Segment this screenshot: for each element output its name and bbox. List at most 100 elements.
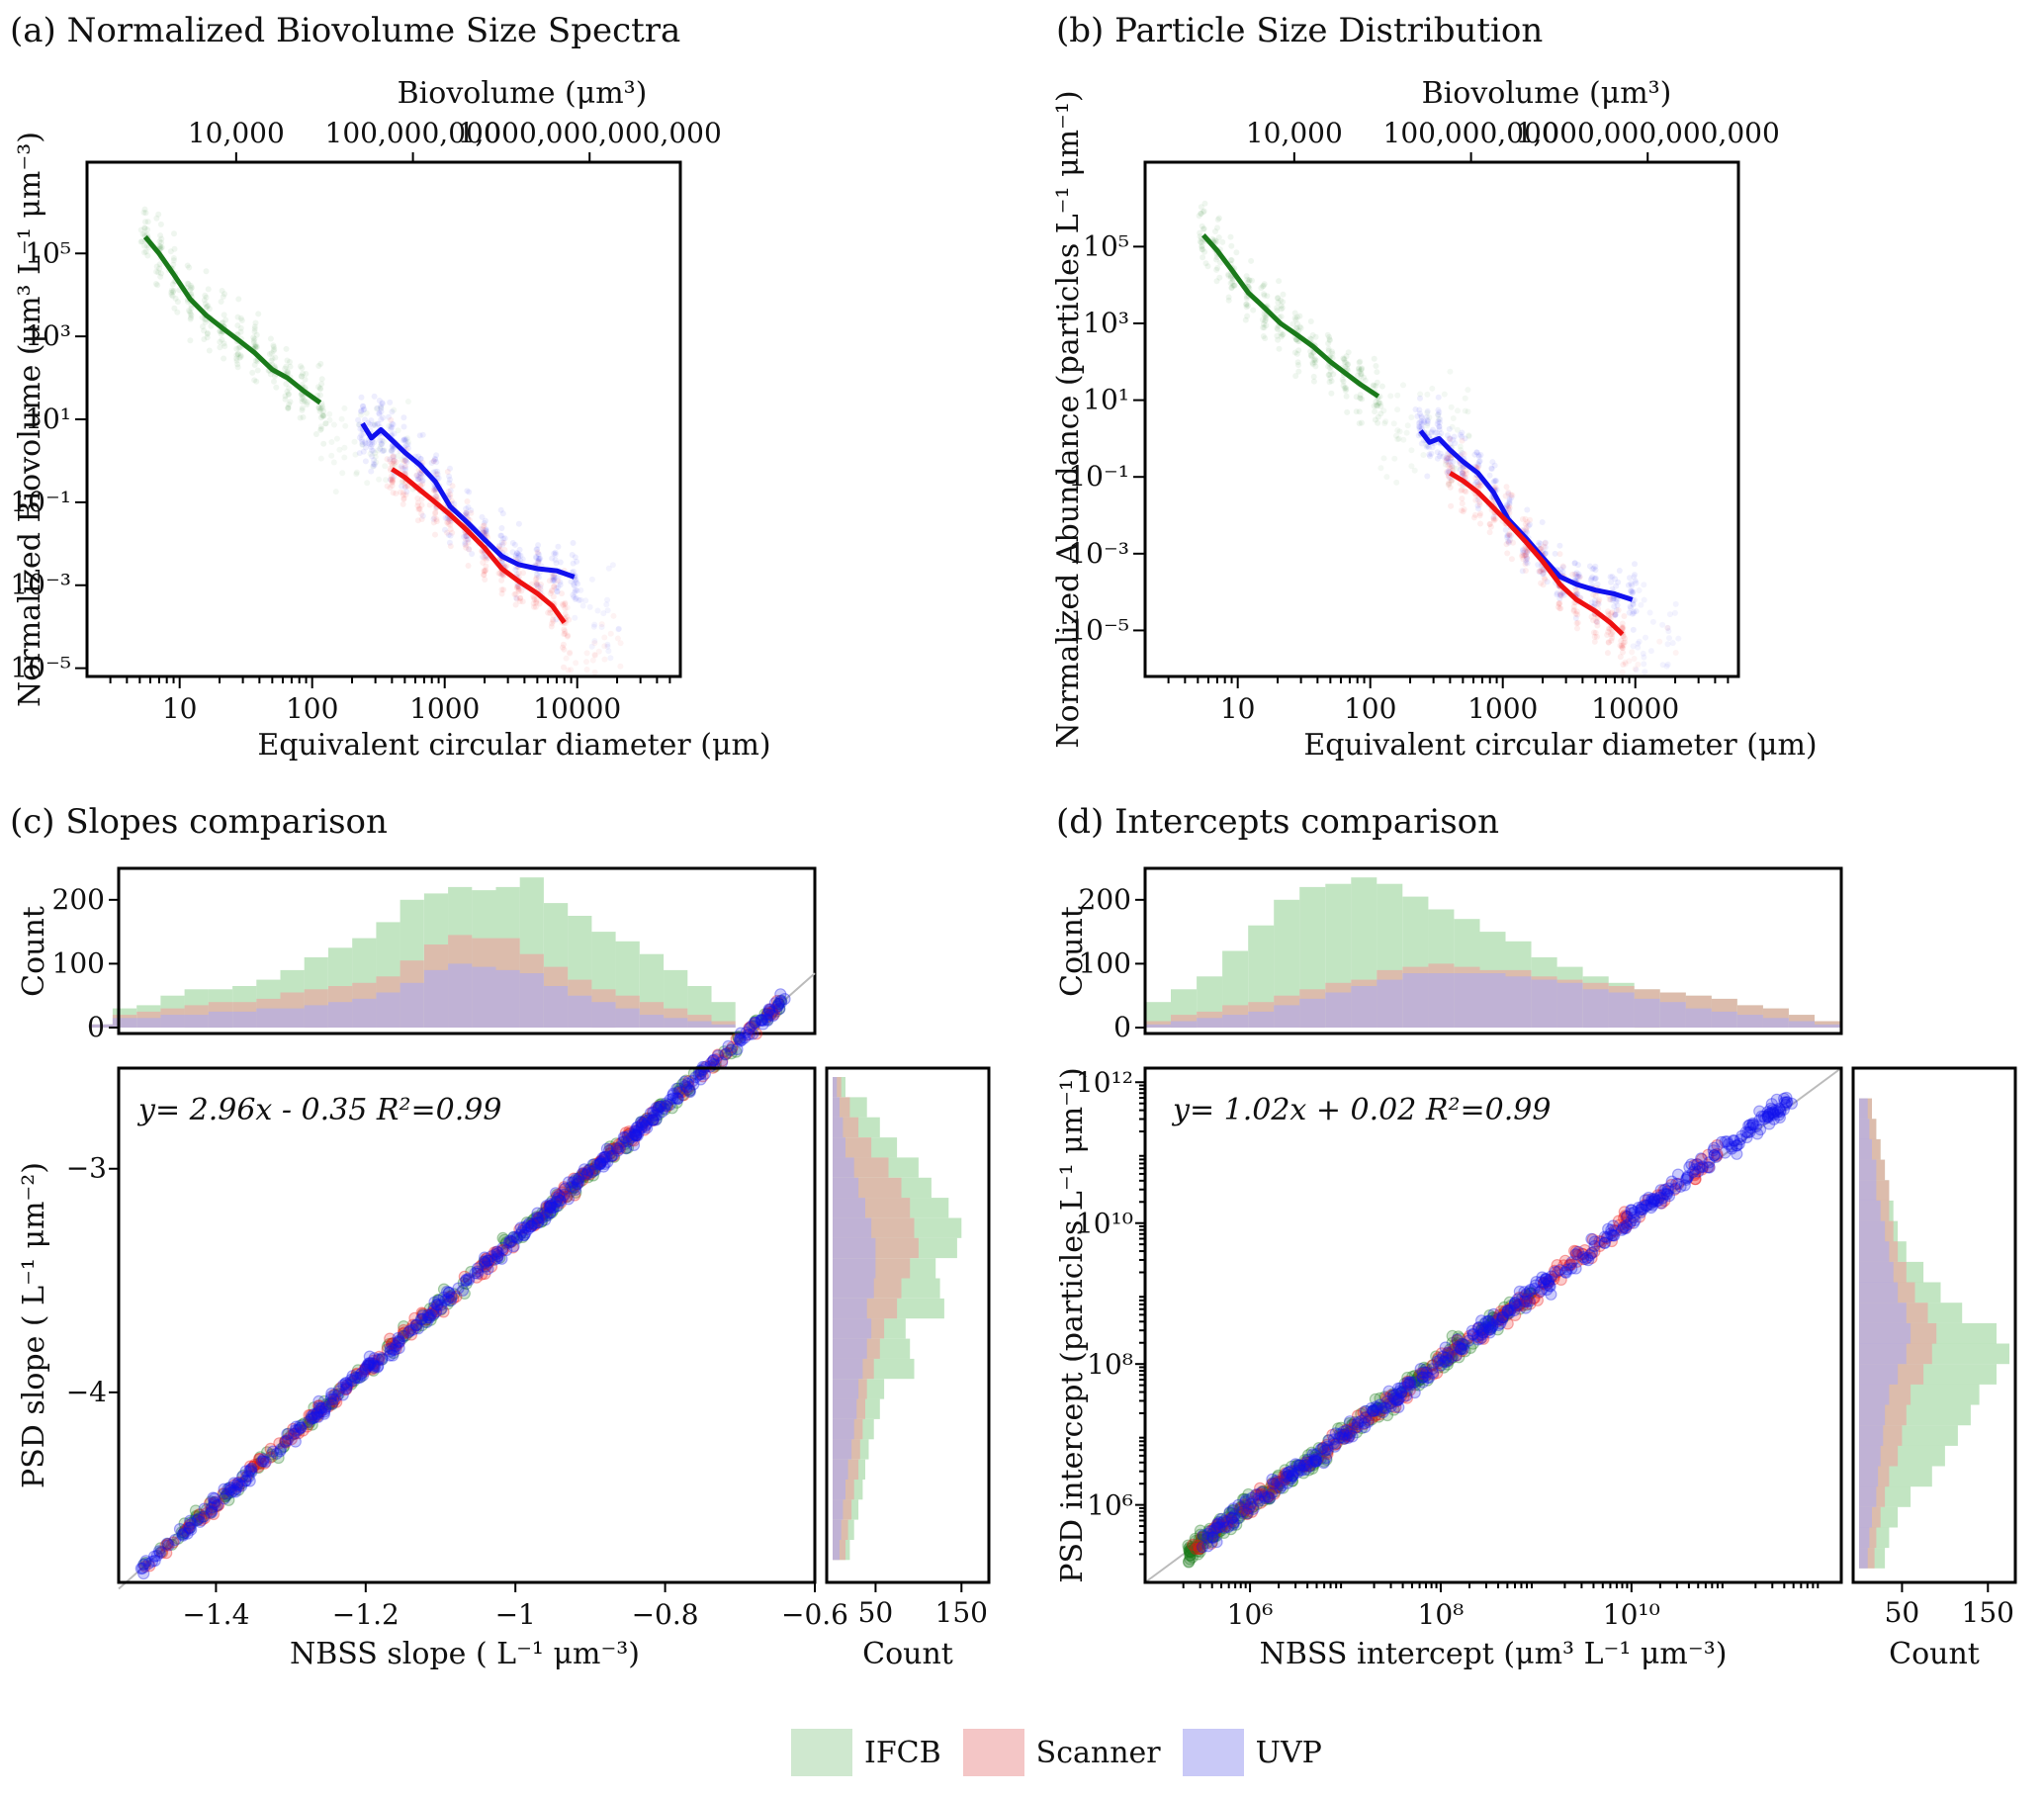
panel-b-top-tick-label-0: 10,000 (1246, 117, 1343, 149)
panel-d-right-hist-uvp-bar (1859, 1343, 1907, 1365)
panel-c-top-hist-ylabel: Count (17, 906, 51, 997)
panel-d-right-hist-uvp-bar (1859, 1445, 1881, 1467)
panel-c-top-hist-scanner-bar (711, 1021, 736, 1028)
panel-c-equation: y= 2.96x - 0.35 R²=0.99 (136, 1093, 501, 1127)
panel-d-right-hist-frame (1851, 1066, 2017, 1584)
legend-swatch-ifcb (791, 1729, 852, 1776)
panel-b-ytick-label-3: 10³ (1083, 307, 1129, 339)
panel-c-right-hist-uvp-bar (833, 1137, 845, 1158)
panel-c-right-hist-uvp-bar (833, 1358, 863, 1380)
panel-c-top-hist-ytick-label-0: 0 (87, 1011, 105, 1043)
panel-c-ytick-label-1: −3 (66, 1152, 107, 1185)
panel-c-top-hist-uvp-bar (639, 1015, 665, 1028)
panel-c-top-hist-uvp-bar (519, 973, 544, 1028)
panel-d-top-hist-uvp-bar (1454, 973, 1480, 1028)
panel-a-xlabel: Equivalent circular diameter (μm) (257, 728, 770, 763)
panel-d-top-hist-uvp-bar (1505, 976, 1532, 1028)
panel-a-xtick-label-100: 100 (286, 692, 338, 725)
panel-a-uvp-points (355, 393, 622, 662)
panel-d-top-hist-uvp-bar (1171, 1021, 1197, 1028)
panel-d-ytick-label-8: 10⁸ (1087, 1348, 1133, 1381)
panel-d-right-hist-uvp-bar (1859, 1282, 1899, 1304)
panel-a-xtick-label-10: 10 (162, 692, 198, 725)
panel-d-right-hist-uvp-bar (1859, 1220, 1886, 1242)
panel-c-right-hist-uvp-bars (833, 1077, 876, 1561)
panel-d-right-hist-xtick-label-150: 150 (1962, 1596, 2014, 1629)
legend: IFCB Scanner UVP (791, 1729, 1322, 1776)
panel-b-scanner-mean-line (1449, 471, 1625, 637)
panel-a-uvp-mean-line (360, 421, 576, 580)
panel-c-right-hist-uvp-bar (833, 1480, 845, 1500)
panel-c-top-hist-uvp-bar (472, 966, 496, 1028)
panel-a-frame (85, 160, 682, 678)
panel-d-right-hist-xlabel: Count (1889, 1637, 1980, 1671)
panel-c-ytick-label-0: −4 (66, 1376, 107, 1408)
panel-d-top-hist-uvp-bar (1556, 982, 1583, 1028)
panel-c-right-hist-uvp-bar (833, 1379, 859, 1399)
panel-d-top-hist-ytick-label-200: 200 (1079, 883, 1131, 916)
legend-item-uvp: UVP (1182, 1729, 1322, 1776)
panel-c-top-hist-uvp-bar (664, 1018, 688, 1028)
panel-d-right-hist-uvp-bar (1859, 1098, 1868, 1120)
panel-c-right-hist-uvp-bar (833, 1117, 844, 1137)
panel-d-title: (d) Intercepts comparison (1056, 802, 1499, 842)
panel-d-right-hist-uvp-bar (1859, 1425, 1884, 1446)
panel-c-right-hist-uvp-bar (833, 1157, 854, 1178)
legend-item-scanner: Scanner (962, 1729, 1161, 1776)
panel-d-top-hist-uvp-bar (1299, 998, 1326, 1028)
panel-c-top-hist-uvp-bar (136, 1018, 161, 1028)
panel-d-right-hist-uvp-bar (1859, 1466, 1879, 1487)
panel-d-top-hist-scanner-bar (1145, 1021, 1171, 1028)
panel-c-top-hist-uvp-bar (568, 995, 592, 1028)
panel-d-right-hist-uvp-bar (1859, 1159, 1877, 1181)
panel-c-right-hist-uvp-bar (833, 1459, 848, 1480)
panel-a-ytick-label-1: 10¹ (25, 403, 71, 435)
panel-d-right-hist-uvp-bar (1859, 1364, 1899, 1385)
panel-c-right-hist-uvp-bar (833, 1318, 872, 1339)
panel-a-xtick-label-1000: 1000 (409, 692, 480, 725)
panel-d-top-hist-uvp-bar (1222, 1015, 1249, 1028)
panel-d-right-hist-uvp-bar (1859, 1261, 1894, 1283)
panel-d-top-hist-uvp-bar (1377, 979, 1403, 1028)
panel-c-right-hist-uvp-bar (833, 1097, 840, 1118)
panel-c-right-hist-scanner-bar (833, 1077, 842, 1098)
panel-c-top-hist-uvp-bar (208, 1011, 232, 1028)
panel-d-right-hist-uvp-bars (1859, 1098, 1911, 1569)
panel-c-top-hist-uvp-bar (184, 1015, 209, 1028)
panel-d-right-hist-uvp-bar (1859, 1200, 1881, 1221)
panel-d-top-hist-uvp-bar (1531, 979, 1557, 1028)
panel-c-right-hist-uvp-bar (833, 1278, 874, 1299)
panel-c-top-hist-uvp-bar (495, 969, 520, 1028)
panel-c-top-hist-uvp-bar (448, 963, 473, 1028)
panel-c-right-hist-uvp-bar (833, 1217, 872, 1238)
panel-c-right-hist-uvp-bar (833, 1077, 838, 1098)
panel-a-top-tick-label-1: 100,000,000 (325, 117, 501, 149)
panel-b-xtick-label-1000: 1000 (1467, 692, 1538, 725)
panel-d-xtick-label-10: 10¹⁰ (1603, 1598, 1660, 1631)
panel-d-top-hist-uvp-bar (1428, 973, 1455, 1028)
panel-d-right-hist-uvp-bar (1859, 1384, 1890, 1405)
panel-c-top-hist-uvp-bar (112, 1018, 137, 1028)
panel-d-ytick-label-12: 10¹² (1076, 1066, 1133, 1099)
panel-c-top-hist-uvp-bar (232, 1011, 257, 1028)
panel-c-top-hist-uvp-bar (304, 1005, 328, 1028)
panel-c-top-hist-uvp-bar (687, 1021, 712, 1028)
panel-c-right-hist-uvp-bar (833, 1237, 876, 1259)
panel-d-scatter-frame (1143, 1066, 1843, 1584)
panel-c-right-hist-uvp-bar (833, 1499, 844, 1520)
panel-b-top-xlabel: Biovolume (μm³) (1422, 76, 1672, 111)
panel-d-top-hist-uvp-bar (1634, 998, 1660, 1028)
panel-c-top-hist-ytick-label-200: 200 (52, 883, 105, 916)
panel-a-top-tick-label-2: 1,000,000,000,000 (458, 117, 722, 149)
panel-d-right-hist-uvp-bar (1859, 1241, 1890, 1262)
panel-d-right-hist-xtick-label-50: 50 (1885, 1596, 1920, 1629)
panel-c-xlabel: NBSS slope ( L⁻¹ μm⁻³) (290, 1637, 640, 1671)
panel-c-top-hist-uvp-bar (328, 1002, 353, 1028)
panel-d-right-hist-uvp-bar (1859, 1486, 1877, 1507)
panel-c-uvp-points (134, 988, 791, 1580)
panel-a-title: (a) Normalized Biovolume Size Spectra (10, 11, 680, 50)
panel-c-top-hist-uvp-bar (615, 1008, 640, 1028)
panel-d-top-hist-ytick-label-0: 0 (1113, 1011, 1131, 1043)
